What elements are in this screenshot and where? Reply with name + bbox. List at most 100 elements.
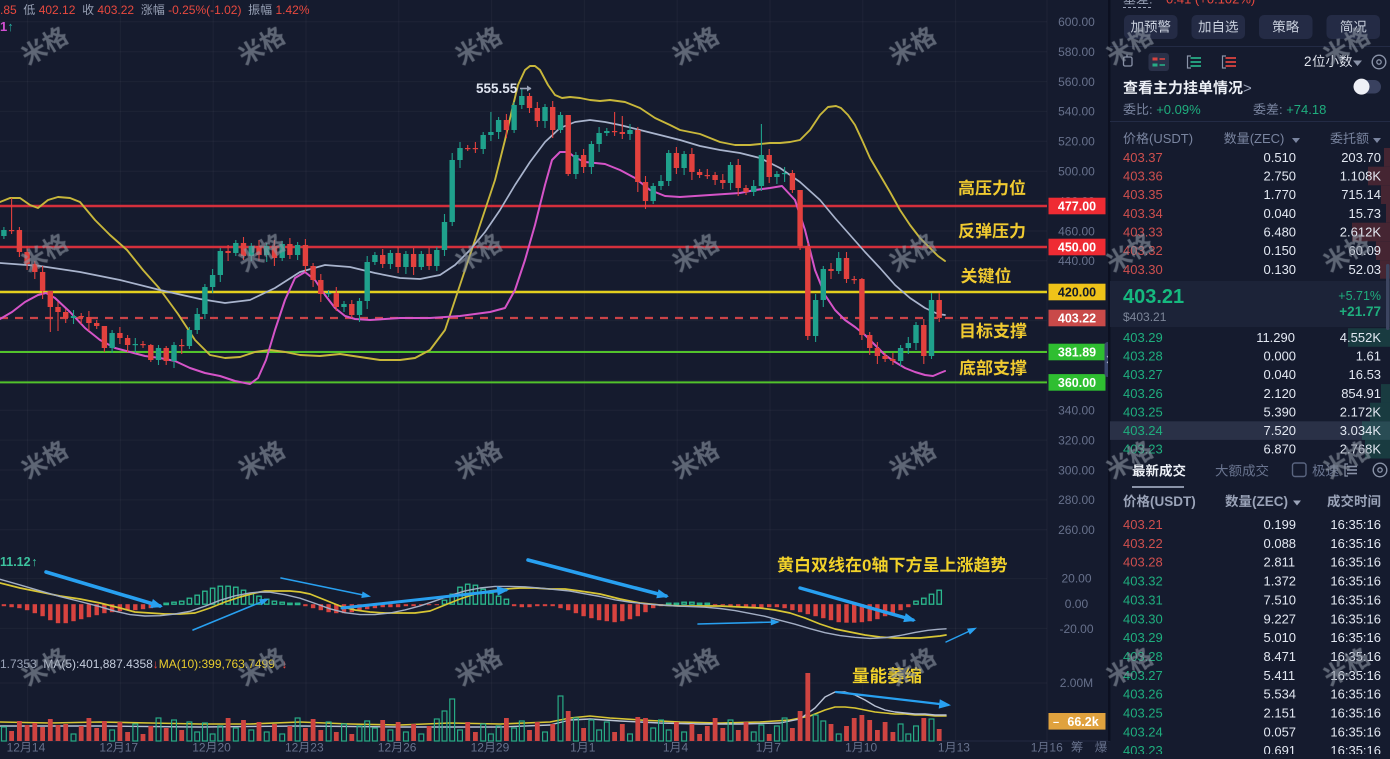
svg-text:403.29: 403.29 (1123, 330, 1163, 345)
svg-text:0.199: 0.199 (1264, 517, 1297, 532)
svg-text:-0.25%(-1.02): -0.25%(-1.02) (168, 3, 241, 17)
svg-text:403.28: 403.28 (1123, 555, 1163, 570)
svg-text:1: 1 (663, 741, 670, 755)
svg-text:381.89: 381.89 (1058, 345, 1096, 359)
svg-text:8.471: 8.471 (1264, 649, 1297, 664)
svg-text:+0.09%: +0.09% (1156, 102, 1201, 117)
svg-text:16:35:16: 16:35:16 (1330, 668, 1381, 683)
svg-text:1.7353: 1.7353 (0, 657, 37, 671)
svg-text:203.70: 203.70 (1341, 150, 1381, 165)
svg-text:5.390: 5.390 (1264, 405, 1297, 420)
svg-text:403.22: 403.22 (97, 3, 134, 17)
svg-text:460.00: 460.00 (1058, 224, 1095, 238)
svg-text:+21.77: +21.77 (1339, 304, 1381, 319)
svg-text:600.00: 600.00 (1058, 15, 1095, 29)
svg-text:1.770: 1.770 (1264, 187, 1297, 202)
svg-text:7: 7 (774, 741, 781, 755)
svg-text:854.91: 854.91 (1341, 386, 1381, 401)
svg-text:↑: ↑ (7, 19, 14, 34)
svg-text:403.26: 403.26 (1123, 386, 1163, 401)
svg-text:2.120: 2.120 (1264, 386, 1297, 401)
svg-text:0: 0 (862, 556, 871, 575)
svg-text:5.534: 5.534 (1264, 687, 1297, 702)
svg-text:1.372: 1.372 (1264, 574, 1297, 589)
svg-text:(USDT): (USDT) (1150, 494, 1196, 509)
svg-text:↓: ↓ (153, 657, 159, 671)
svg-text:5.411: 5.411 (1264, 668, 1296, 683)
svg-text:16:35:16: 16:35:16 (1330, 743, 1381, 754)
svg-text:403.27: 403.27 (1123, 668, 1163, 683)
svg-text:450.00: 450.00 (1058, 240, 1096, 254)
svg-text:7.520: 7.520 (1264, 423, 1297, 438)
svg-text:403.31: 403.31 (1123, 592, 1163, 607)
svg-text:403.23: 403.23 (1123, 743, 1163, 754)
svg-text:↑: ↑ (31, 555, 37, 569)
svg-text:16:35:16: 16:35:16 (1330, 724, 1381, 739)
svg-text:403.22: 403.22 (1058, 311, 1096, 325)
svg-text:0.150: 0.150 (1264, 243, 1297, 258)
svg-text:440.00: 440.00 (1058, 254, 1095, 268)
svg-text:13: 13 (957, 741, 971, 755)
svg-text:$403.21: $403.21 (1123, 310, 1167, 324)
svg-text:403.22: 403.22 (1123, 536, 1163, 551)
svg-text:0.691: 0.691 (1264, 743, 1297, 754)
svg-text:403.28: 403.28 (1123, 349, 1163, 364)
svg-text:403.29: 403.29 (1123, 630, 1163, 645)
svg-text:715.14: 715.14 (1341, 187, 1381, 202)
svg-text:403.25: 403.25 (1123, 405, 1163, 420)
svg-text:2: 2 (1304, 54, 1312, 69)
svg-text:23: 23 (310, 741, 324, 755)
svg-text:4.552K: 4.552K (1340, 330, 1382, 345)
svg-text:403.21: 403.21 (1123, 517, 1163, 532)
svg-text:403.25: 403.25 (1123, 706, 1163, 721)
svg-text:+5.71%: +5.71% (1338, 289, 1381, 303)
svg-text:1.61: 1.61 (1356, 349, 1381, 364)
svg-text:>: > (1243, 80, 1252, 97)
svg-text:1: 1 (570, 741, 577, 755)
svg-text:66.2k: 66.2k (1067, 715, 1098, 729)
svg-text:14: 14 (32, 741, 46, 755)
svg-text:2.00M: 2.00M (1060, 676, 1093, 690)
svg-text:16:35:16: 16:35:16 (1330, 536, 1381, 551)
svg-text:-20.00: -20.00 (1060, 622, 1094, 636)
svg-text:12: 12 (378, 741, 392, 755)
svg-text:580.00: 580.00 (1058, 45, 1095, 59)
svg-text:15.73: 15.73 (1349, 206, 1382, 221)
svg-text:4: 4 (682, 741, 689, 755)
svg-text:16:35:16: 16:35:16 (1330, 687, 1381, 702)
svg-text:16: 16 (1049, 741, 1063, 755)
svg-text:16:35:16: 16:35:16 (1330, 517, 1381, 532)
svg-text:9.227: 9.227 (1264, 611, 1297, 626)
svg-text:16:35:16: 16:35:16 (1330, 649, 1381, 664)
svg-text:403.26: 403.26 (1123, 687, 1163, 702)
svg-text:403.32: 403.32 (1123, 574, 1163, 589)
svg-text:29: 29 (496, 741, 510, 755)
svg-text:52.03: 52.03 (1349, 262, 1382, 277)
svg-text:402.12: 402.12 (39, 3, 76, 17)
svg-text:360.00: 360.00 (1058, 376, 1096, 390)
svg-text:6.870: 6.870 (1264, 442, 1297, 457)
svg-text:340.00: 340.00 (1058, 404, 1095, 418)
svg-text:16:35:16: 16:35:16 (1330, 574, 1381, 589)
svg-text:320.00: 320.00 (1058, 433, 1095, 447)
svg-text:12: 12 (99, 741, 113, 755)
svg-text:6.480: 6.480 (1264, 225, 1297, 240)
svg-text:0.000: 0.000 (1264, 349, 1297, 364)
svg-text:(ZEC): (ZEC) (1252, 494, 1288, 509)
svg-text:403.27: 403.27 (1123, 367, 1163, 382)
svg-text:403.36: 403.36 (1123, 169, 1163, 184)
svg-text::: : (1149, 102, 1153, 117)
svg-text:0.057: 0.057 (1264, 724, 1297, 739)
svg-text:26: 26 (403, 741, 417, 755)
svg-text:403.24: 403.24 (1123, 423, 1163, 438)
svg-text:0.088: 0.088 (1264, 536, 1297, 551)
svg-text:16:35:16: 16:35:16 (1330, 611, 1381, 626)
svg-text:0.41 (+0.102%): 0.41 (+0.102%) (1166, 0, 1255, 7)
svg-text:540.00: 540.00 (1058, 105, 1095, 119)
svg-text:12: 12 (471, 741, 485, 755)
svg-text:2.750: 2.750 (1264, 169, 1297, 184)
svg-text::: : (1279, 102, 1283, 117)
svg-text:2.151: 2.151 (1264, 706, 1297, 721)
svg-text:5.010: 5.010 (1264, 630, 1297, 645)
svg-text:403.35: 403.35 (1123, 187, 1163, 202)
